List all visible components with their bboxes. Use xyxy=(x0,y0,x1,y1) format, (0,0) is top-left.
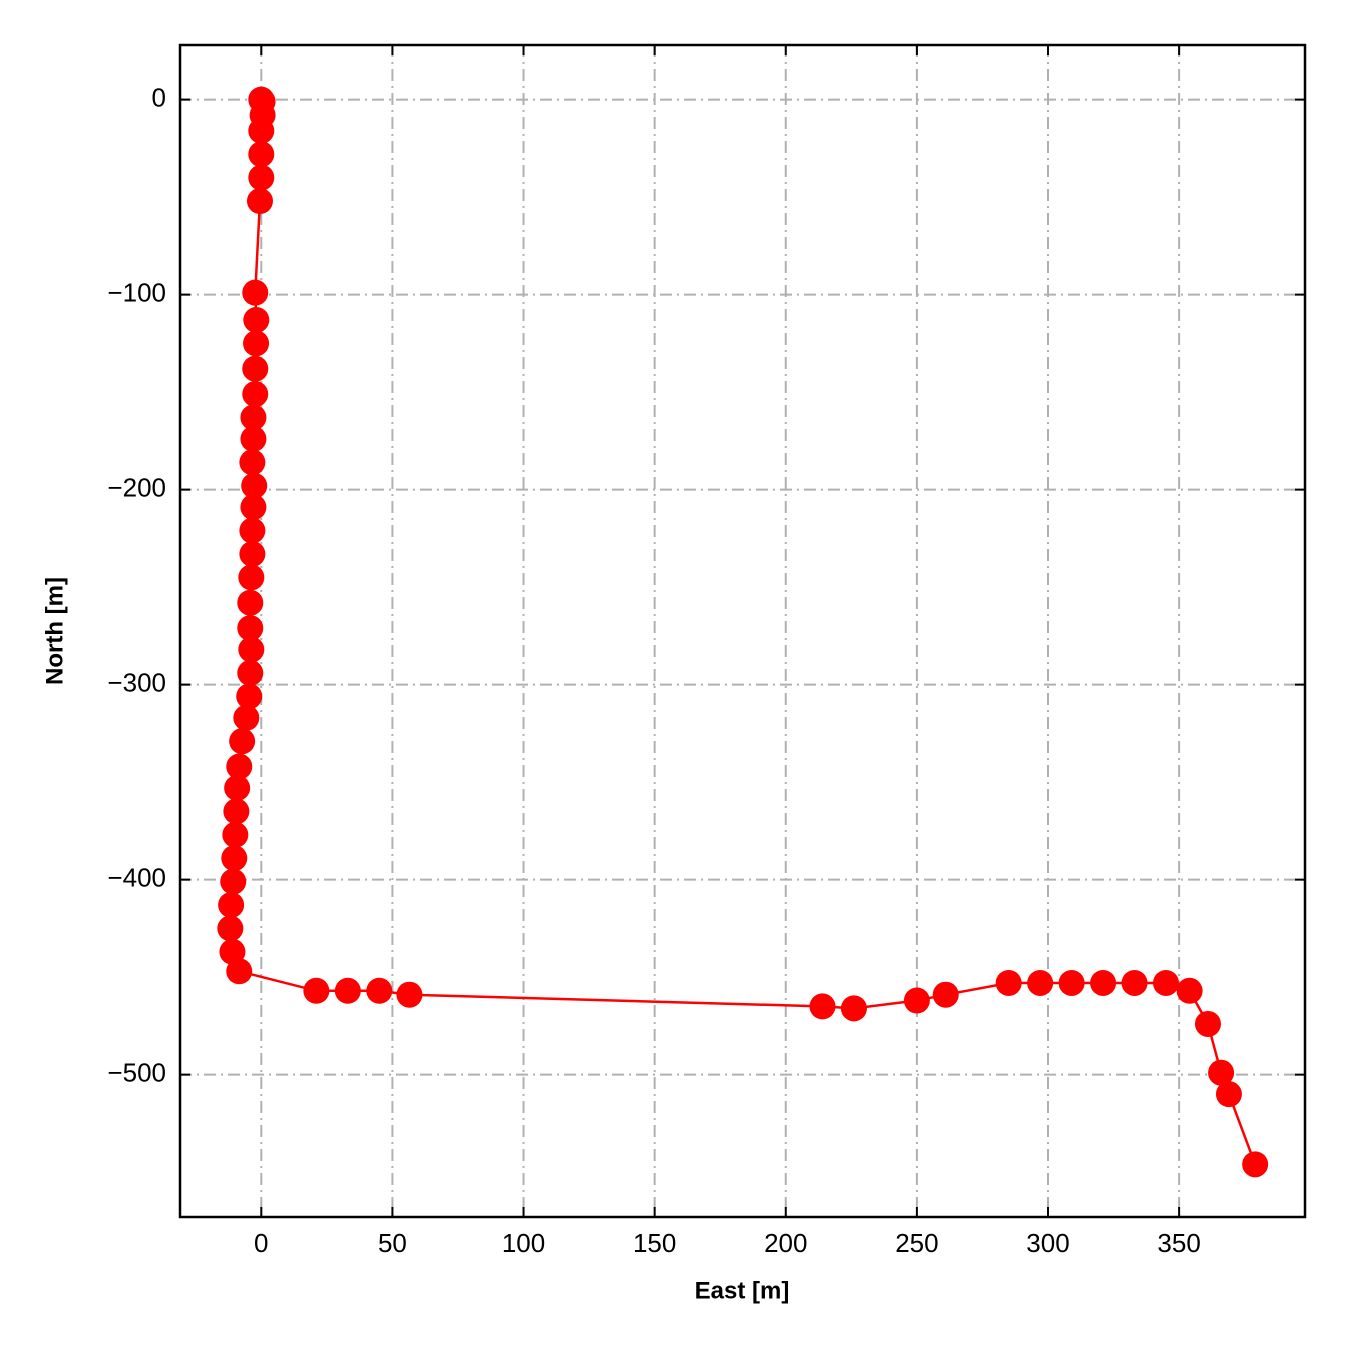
marker xyxy=(366,977,393,1004)
marker xyxy=(1090,969,1117,996)
marker xyxy=(226,753,253,780)
marker xyxy=(1027,969,1054,996)
series-line xyxy=(229,98,1257,1165)
y-tick-label: −100 xyxy=(107,277,166,307)
marker xyxy=(1176,977,1203,1004)
marker xyxy=(222,821,249,848)
x-axis-label: East [m] xyxy=(695,1277,790,1304)
x-tick-label: 100 xyxy=(502,1228,545,1258)
marker xyxy=(229,728,256,755)
marker xyxy=(240,425,267,452)
y-axis-label: North [m] xyxy=(41,577,68,685)
x-tick-label: 300 xyxy=(1026,1228,1069,1258)
marker xyxy=(248,117,275,144)
marker xyxy=(1215,1081,1242,1108)
y-tick-label: −200 xyxy=(107,472,166,502)
x-tick-label: 250 xyxy=(895,1228,938,1258)
marker xyxy=(237,589,264,616)
marker xyxy=(237,659,264,686)
marker xyxy=(396,981,423,1008)
marker xyxy=(236,683,263,710)
marker xyxy=(243,330,270,357)
marker xyxy=(239,540,266,567)
marker xyxy=(224,774,251,801)
marker xyxy=(334,977,361,1004)
marker xyxy=(1153,969,1180,996)
marker xyxy=(221,845,248,872)
marker xyxy=(220,868,247,895)
marker xyxy=(239,449,266,476)
marker xyxy=(242,279,269,306)
x-tick-label: 50 xyxy=(378,1228,407,1258)
marker xyxy=(233,704,260,731)
marker xyxy=(242,381,269,408)
marker xyxy=(1058,969,1085,996)
marker xyxy=(243,306,270,333)
marker xyxy=(219,938,246,965)
marker xyxy=(240,404,267,431)
marker xyxy=(242,355,269,382)
marker xyxy=(995,969,1022,996)
marker xyxy=(1208,1059,1235,1086)
marker xyxy=(223,798,250,825)
x-tick-label: 150 xyxy=(633,1228,676,1258)
marker xyxy=(1194,1010,1221,1037)
y-tick-label: −500 xyxy=(107,1058,166,1088)
y-tick-label: −300 xyxy=(107,668,166,698)
marker xyxy=(246,188,273,215)
marker xyxy=(932,981,959,1008)
marker xyxy=(1121,969,1148,996)
marker xyxy=(238,564,265,591)
marker xyxy=(237,615,264,642)
marker xyxy=(303,977,330,1004)
marker xyxy=(239,517,266,544)
marker xyxy=(241,472,268,499)
y-tick-label: 0 xyxy=(152,82,166,112)
marker xyxy=(218,891,245,918)
marker xyxy=(248,164,275,191)
marker xyxy=(217,915,244,942)
plot-frame xyxy=(178,43,1307,1219)
x-tick-label: 350 xyxy=(1157,1228,1200,1258)
x-tick-label: 200 xyxy=(764,1228,807,1258)
marker xyxy=(238,636,265,663)
marker xyxy=(226,958,253,985)
marker xyxy=(240,494,267,521)
marker xyxy=(903,987,930,1014)
y-tick-label: −400 xyxy=(107,863,166,893)
x-tick-label: 0 xyxy=(254,1228,268,1258)
marker xyxy=(248,141,275,168)
marker xyxy=(809,993,836,1020)
marker xyxy=(1242,1151,1269,1178)
marker xyxy=(840,995,867,1022)
